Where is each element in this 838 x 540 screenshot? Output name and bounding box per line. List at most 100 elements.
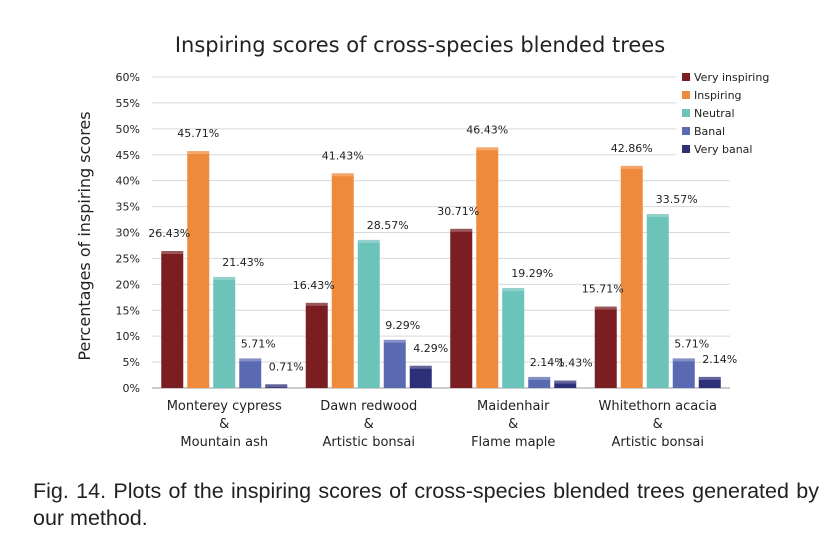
bar-highlight xyxy=(450,228,473,232)
data-label: 19.29% xyxy=(511,267,553,280)
category-label: Flame maple xyxy=(471,435,555,450)
y-tick-label: 50% xyxy=(116,123,140,136)
bar-highlight xyxy=(672,358,695,362)
bar xyxy=(239,358,262,388)
y-tick-label: 15% xyxy=(116,304,140,317)
bar-highlight xyxy=(528,376,551,380)
legend-label: Banal xyxy=(694,125,725,138)
category-label: & xyxy=(219,417,229,432)
bar-highlight xyxy=(554,380,577,384)
legend-label: Very inspiring xyxy=(694,71,769,84)
legend-label: Inspiring xyxy=(694,89,742,102)
bar-highlight xyxy=(594,306,617,310)
data-label: 33.57% xyxy=(656,193,698,206)
y-tick-label: 20% xyxy=(116,278,140,291)
bar-chart: Inspiring scores of cross-species blende… xyxy=(75,33,779,450)
y-tick-label: 35% xyxy=(116,201,140,214)
y-tick-label: 5% xyxy=(123,356,140,369)
category-label: & xyxy=(364,417,374,432)
legend-swatch xyxy=(682,127,690,135)
y-tick-label: 55% xyxy=(116,97,140,110)
bar xyxy=(383,339,406,388)
data-label: 16.43% xyxy=(293,279,335,292)
bar-body xyxy=(161,251,184,388)
bar xyxy=(502,288,525,388)
data-label: 21.43% xyxy=(222,256,264,269)
bar xyxy=(620,165,643,388)
y-tick-label: 40% xyxy=(116,175,140,188)
legend-label: Very banal xyxy=(694,143,752,156)
category-label: & xyxy=(653,417,663,432)
bar-body xyxy=(331,173,354,388)
legend-swatch xyxy=(682,73,690,81)
category-label: Monterey cypress xyxy=(167,399,282,414)
bar-body xyxy=(265,384,288,388)
bar-highlight xyxy=(646,213,669,217)
category-label: Mountain ash xyxy=(180,435,268,450)
bar-highlight xyxy=(265,384,288,388)
bar xyxy=(672,358,695,388)
bar-highlight xyxy=(620,165,643,169)
data-label: 2.14% xyxy=(702,353,737,366)
data-label: 30.71% xyxy=(437,205,479,218)
bar xyxy=(187,151,210,388)
figure-caption: Fig. 14. Plots of the inspiring scores o… xyxy=(33,479,819,530)
bar-body xyxy=(305,302,328,388)
data-label: 0.71% xyxy=(269,360,304,373)
bar xyxy=(213,276,236,388)
bar xyxy=(265,384,288,388)
bar-body xyxy=(450,228,473,388)
data-label: 41.43% xyxy=(322,149,364,162)
data-label: 26.43% xyxy=(148,227,190,240)
legend-swatch xyxy=(682,91,690,99)
category-label: Artistic bonsai xyxy=(611,435,704,450)
legend-swatch xyxy=(682,109,690,117)
data-label: 2.14% xyxy=(530,356,565,369)
bar-body xyxy=(357,239,380,388)
chart-title: Inspiring scores of cross-species blende… xyxy=(175,33,665,57)
bar-highlight xyxy=(305,302,328,306)
data-label: 28.57% xyxy=(367,219,409,232)
y-tick-label: 10% xyxy=(116,330,140,343)
bar-highlight xyxy=(161,251,184,255)
category-label: Dawn redwood xyxy=(320,399,417,414)
bar-highlight xyxy=(502,288,525,292)
y-tick-label: 0% xyxy=(123,382,140,395)
data-label: 46.43% xyxy=(466,123,508,136)
bar xyxy=(646,213,669,388)
data-label-layer: 26.43% 45.71% 21.43% 5.71% 0.71% 16.43% 41.43%… xyxy=(148,123,737,373)
bar-highlight xyxy=(213,276,236,280)
bar-highlight xyxy=(187,151,210,155)
bar-body xyxy=(646,213,669,388)
y-tick-label: 45% xyxy=(116,149,140,162)
bar-body xyxy=(239,358,262,388)
bar-body xyxy=(383,339,406,388)
data-label: 5.71% xyxy=(674,337,709,350)
category-label: & xyxy=(508,417,518,432)
data-label: 9.29% xyxy=(385,319,420,332)
data-label: 4.29% xyxy=(413,342,448,355)
legend-box xyxy=(676,68,779,156)
y-tick-label: 30% xyxy=(116,227,140,240)
bar-highlight xyxy=(409,365,432,369)
y-tick-label: 25% xyxy=(116,252,140,265)
bar-highlight xyxy=(331,173,354,177)
bar-body xyxy=(476,147,499,388)
legend-swatch xyxy=(682,145,690,153)
grid-layer xyxy=(152,76,730,389)
bar-highlight xyxy=(383,339,406,343)
data-label: 1.43% xyxy=(558,357,593,370)
bar xyxy=(554,380,577,388)
bar xyxy=(161,251,184,388)
bar-body xyxy=(187,151,210,388)
legend-label: Neutral xyxy=(694,107,735,120)
bar-body xyxy=(528,376,551,388)
bar xyxy=(698,376,721,388)
bar xyxy=(357,239,380,388)
y-axis-label: Percentages of inspiring scores xyxy=(75,111,94,360)
tick-layer: 0% 5% 10% 15% 20% 25% 30% 35% 40% 45% 50% 55% 60% xyxy=(116,71,140,395)
bar-body xyxy=(620,165,643,388)
bar-body xyxy=(409,365,432,388)
data-label: 5.71% xyxy=(241,337,276,350)
bar xyxy=(594,306,617,388)
